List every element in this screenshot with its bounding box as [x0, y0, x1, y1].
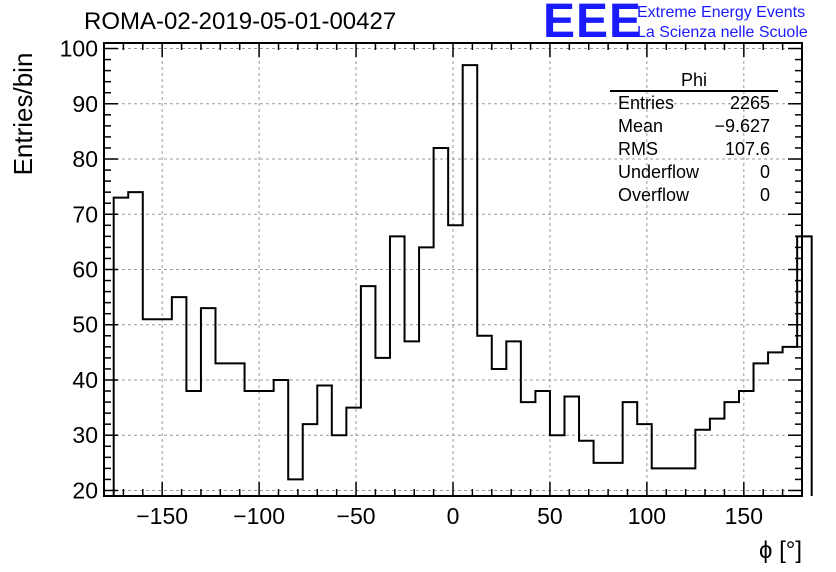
stats-value: 107.6: [724, 139, 770, 159]
histogram-series: [112, 64, 813, 496]
y-tick-label: 30: [72, 422, 98, 448]
x-tick-label: 0: [447, 503, 460, 529]
tick-labels: −150 −100 −50 0 50 100 150 20 30 40 50 60 70 80 90 100: [60, 36, 763, 529]
stats-value: 0: [759, 162, 770, 182]
x-tick-label: −100: [233, 503, 285, 529]
axis-ticks: [103, 43, 803, 496]
stats-value: 0: [759, 185, 770, 205]
x-tick-label: −50: [337, 503, 376, 529]
stats-label: Mean: [618, 116, 664, 136]
x-tick-label: 150: [725, 503, 763, 529]
stats-box: Phi Entries 2265 Mean −9.627 RMS 107.6 U…: [610, 70, 778, 207]
stats-label: Underflow: [618, 162, 700, 182]
logo-line-1: Extreme Energy Events: [637, 4, 806, 21]
logo-line-2: La Scienza nelle Scuole: [637, 24, 808, 41]
y-tick-label: 70: [72, 201, 98, 227]
y-axis-label: Entries/bin: [8, 53, 38, 176]
x-tick-label: 100: [628, 503, 666, 529]
y-tick-label: 90: [72, 91, 98, 117]
y-tick-label: 60: [72, 257, 98, 283]
y-tick-label: 20: [72, 477, 98, 503]
stats-title: Phi: [610, 70, 778, 92]
stats-row-overflow: Overflow 0: [610, 184, 778, 207]
y-tick-label: 100: [60, 36, 98, 62]
logo-caption: Extreme Energy Events La Scienza nelle S…: [637, 3, 808, 43]
stats-value: −9.627: [714, 116, 770, 136]
x-tick-label: 50: [537, 503, 563, 529]
histogram-outline: [112, 64, 813, 496]
stats-row-rms: RMS 107.6: [610, 138, 778, 161]
y-tick-label: 50: [72, 312, 98, 338]
stats-row-mean: Mean −9.627: [610, 115, 778, 138]
x-axis-label: ϕ [°]: [759, 537, 802, 564]
y-tick-label: 40: [72, 367, 98, 393]
stats-row-entries: Entries 2265: [610, 92, 778, 115]
eee-logo: EEE: [543, 0, 643, 48]
stats-label: Entries: [618, 93, 675, 113]
stats-row-underflow: Underflow 0: [610, 161, 778, 184]
y-tick-label: 80: [72, 146, 98, 172]
stats-label: Overflow: [618, 185, 690, 205]
x-tick-label: −150: [136, 503, 188, 529]
stats-value: 2265: [729, 93, 770, 113]
stats-label: RMS: [618, 139, 658, 159]
chart-title: ROMA-02-2019-05-01-00427: [84, 8, 397, 35]
